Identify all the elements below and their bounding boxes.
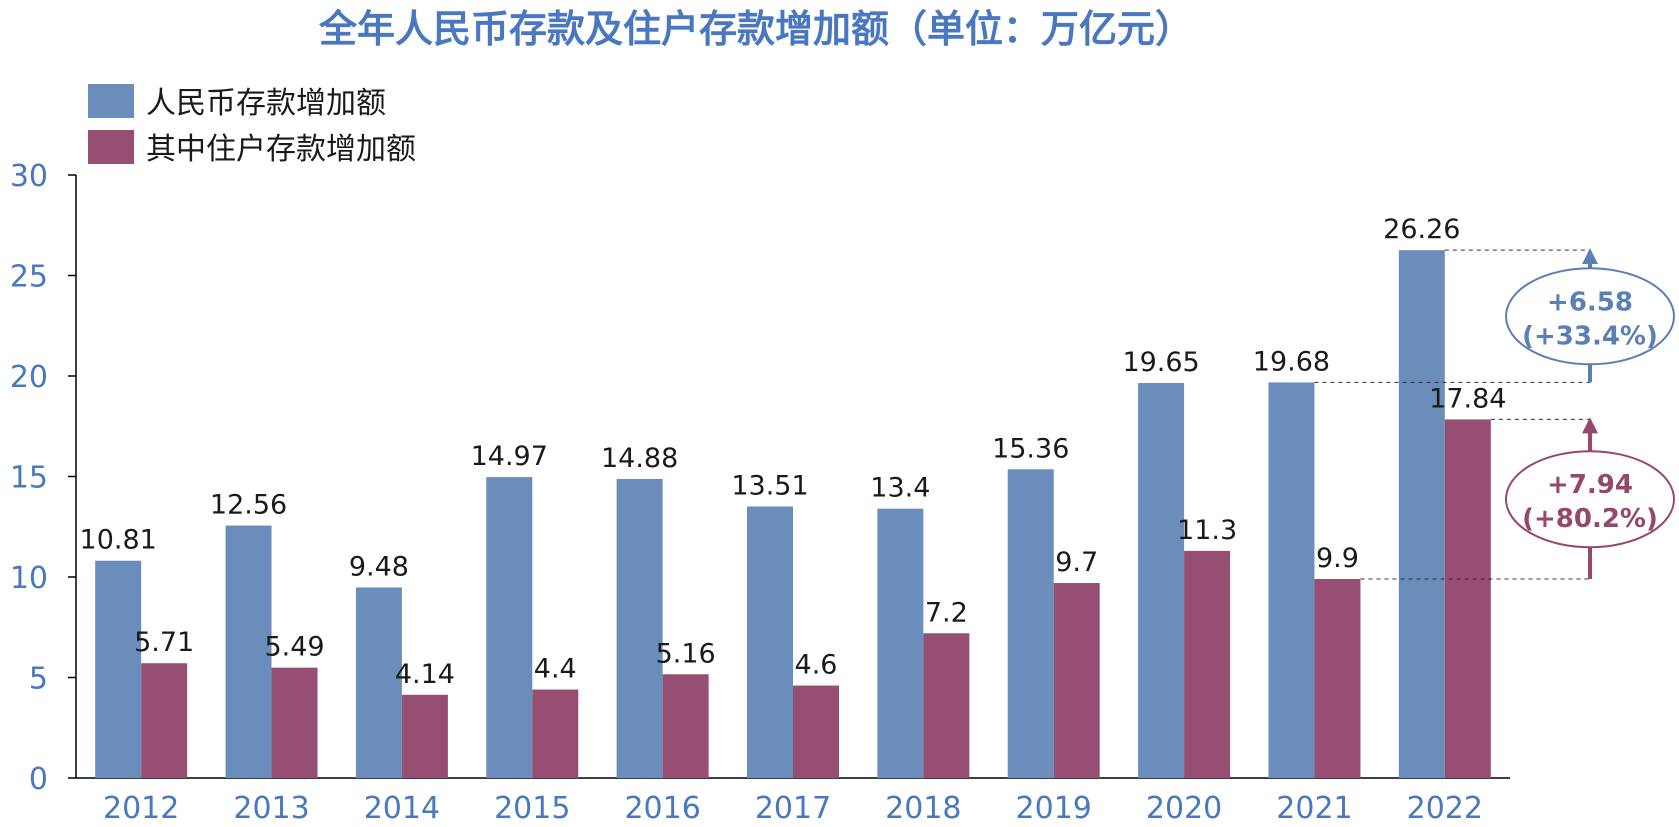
x-tick-label: 2018 <box>885 791 961 826</box>
x-axis: 2012 2013 2014 2015 2016 2017 2018 2019 2020 2021… <box>76 777 1510 826</box>
data-label: 4.14 <box>395 659 455 690</box>
data-label: 13.51 <box>731 470 808 501</box>
change-badge <box>1505 267 1675 366</box>
x-tick-label: 2013 <box>233 791 309 826</box>
bar-household-2019 <box>1053 583 1100 778</box>
data-label: 10.81 <box>80 525 157 556</box>
y-tick-label: 0 <box>29 762 48 797</box>
x-tick-label: 2022 <box>1407 791 1483 826</box>
bar-deposits-2022 <box>1398 250 1445 778</box>
change-percent: (+33.4%) <box>1522 321 1658 351</box>
x-tick-label: 2014 <box>364 791 440 826</box>
annotations: +6.58 (+33.4%) +7.94 (+80.2%) <box>1314 248 1675 580</box>
bar-deposits-2016 <box>616 478 663 778</box>
data-label: 9.9 <box>1316 543 1359 574</box>
x-tick-label: 2015 <box>494 791 570 826</box>
data-label: 19.68 <box>1253 346 1330 377</box>
y-tick-label: 20 <box>10 360 48 395</box>
legend-label-deposits: 人民币存款增加额 <box>146 86 386 121</box>
data-label: 13.4 <box>870 473 930 504</box>
bar-deposits-2013 <box>225 525 272 778</box>
bar-deposits-2015 <box>486 477 533 778</box>
bar-household-2014 <box>401 694 448 778</box>
y-tick-label: 25 <box>10 260 48 295</box>
bar-deposits-2018 <box>877 508 924 778</box>
bars <box>95 250 1491 778</box>
change-percent: (+80.2%) <box>1522 504 1658 534</box>
bar-deposits-2019 <box>1007 469 1054 778</box>
data-label: 9.7 <box>1055 547 1098 578</box>
bar-household-2017 <box>793 685 839 778</box>
change-value: +7.94 <box>1547 470 1633 500</box>
x-tick-label: 2017 <box>755 791 831 826</box>
data-label: 17.84 <box>1429 383 1506 414</box>
data-label: 5.71 <box>134 627 194 658</box>
data-label: 14.97 <box>471 441 548 472</box>
bar-deposits-2020 <box>1138 383 1185 778</box>
bar-deposits-2021 <box>1268 382 1315 778</box>
bar-household-2018 <box>923 633 970 778</box>
bar-deposits-2014 <box>355 587 402 778</box>
bar-household-2015 <box>532 689 579 778</box>
change-badge <box>1505 450 1675 549</box>
data-label: 4.6 <box>795 650 838 681</box>
x-tick-label: 2019 <box>1016 791 1092 826</box>
x-tick-label: 2012 <box>103 791 179 826</box>
legend-swatch-household <box>88 130 134 164</box>
bar-deposits-2017 <box>747 506 793 778</box>
bar-household-2013 <box>271 667 318 778</box>
data-label: 14.88 <box>601 443 678 474</box>
data-label: 19.65 <box>1122 347 1199 378</box>
bar-household-2020 <box>1184 550 1231 778</box>
y-tick-label: 15 <box>10 461 48 496</box>
data-labels: 10.81 12.56 9.48 14.97 14.88 13.51 13.4 15.36 19… <box>80 214 1507 690</box>
data-label: 26.26 <box>1383 214 1460 245</box>
data-label: 5.16 <box>656 638 716 669</box>
data-label: 7.2 <box>925 597 968 628</box>
bar-deposits-2012 <box>95 560 142 778</box>
y-tick-label: 30 <box>10 159 48 194</box>
data-label: 12.56 <box>210 490 287 521</box>
x-tick-label: 2021 <box>1276 791 1352 826</box>
bar-household-2021 <box>1314 579 1361 778</box>
y-axis: 0 5 10 15 20 25 30 <box>10 159 77 797</box>
y-tick-label: 5 <box>29 662 48 697</box>
bar-household-2012 <box>141 663 188 778</box>
data-label: 15.36 <box>992 433 1069 464</box>
x-tick-label: 2016 <box>624 791 700 826</box>
data-label: 5.49 <box>264 632 324 663</box>
bar-household-2022 <box>1444 419 1491 778</box>
data-label: 11.3 <box>1177 515 1237 546</box>
legend-label-household: 其中住户存款增加额 <box>146 132 416 167</box>
x-tick-label: 2020 <box>1146 791 1222 826</box>
change-value: +6.58 <box>1547 287 1633 317</box>
data-label: 9.48 <box>349 551 409 582</box>
data-label: 4.4 <box>534 654 577 685</box>
bar-household-2016 <box>662 674 709 778</box>
legend-swatch-deposits <box>88 84 134 118</box>
legend: 人民币存款增加额 其中住户存款增加额 <box>88 84 416 167</box>
y-tick-label: 10 <box>10 561 48 596</box>
chart-title: 全年人民币存款及住户存款增加额（单位：万亿元） <box>318 7 1193 51</box>
